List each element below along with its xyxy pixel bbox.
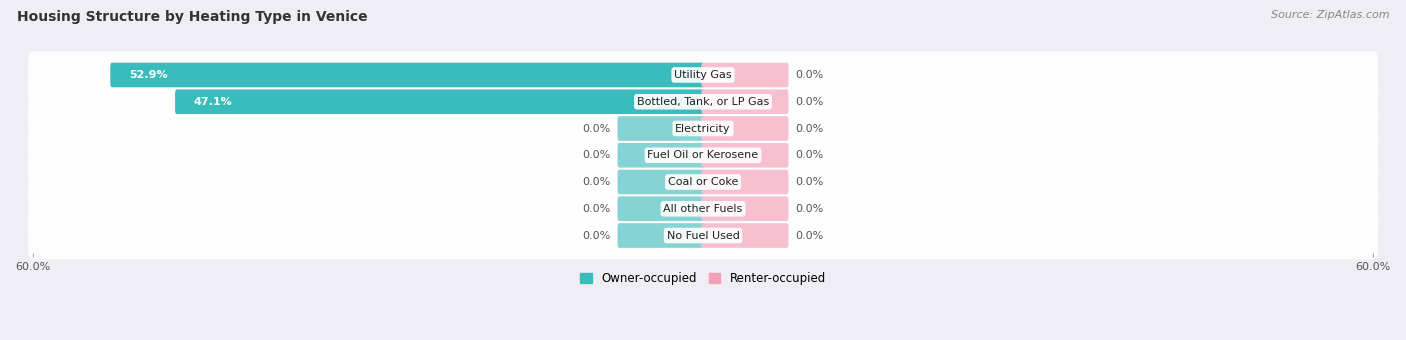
Text: 0.0%: 0.0%	[796, 150, 824, 160]
Text: 0.0%: 0.0%	[796, 204, 824, 214]
FancyBboxPatch shape	[617, 116, 704, 141]
Text: 47.1%: 47.1%	[194, 97, 232, 107]
FancyBboxPatch shape	[110, 63, 704, 87]
FancyBboxPatch shape	[617, 197, 704, 221]
Text: 0.0%: 0.0%	[796, 123, 824, 134]
FancyBboxPatch shape	[28, 78, 1378, 125]
FancyBboxPatch shape	[702, 63, 789, 87]
FancyBboxPatch shape	[28, 132, 1378, 179]
FancyBboxPatch shape	[176, 89, 704, 114]
FancyBboxPatch shape	[617, 223, 704, 248]
FancyBboxPatch shape	[617, 143, 704, 168]
Text: Coal or Coke: Coal or Coke	[668, 177, 738, 187]
Text: No Fuel Used: No Fuel Used	[666, 231, 740, 240]
Text: Utility Gas: Utility Gas	[675, 70, 731, 80]
FancyBboxPatch shape	[702, 143, 789, 168]
FancyBboxPatch shape	[617, 170, 704, 194]
FancyBboxPatch shape	[702, 170, 789, 194]
Text: 0.0%: 0.0%	[582, 150, 610, 160]
FancyBboxPatch shape	[28, 212, 1378, 259]
FancyBboxPatch shape	[702, 116, 789, 141]
Text: 0.0%: 0.0%	[796, 70, 824, 80]
Text: Housing Structure by Heating Type in Venice: Housing Structure by Heating Type in Ven…	[17, 10, 367, 24]
Text: Bottled, Tank, or LP Gas: Bottled, Tank, or LP Gas	[637, 97, 769, 107]
Text: 0.0%: 0.0%	[582, 204, 610, 214]
Legend: Owner-occupied, Renter-occupied: Owner-occupied, Renter-occupied	[575, 268, 831, 290]
FancyBboxPatch shape	[702, 197, 789, 221]
Text: 0.0%: 0.0%	[582, 177, 610, 187]
Text: 0.0%: 0.0%	[582, 123, 610, 134]
FancyBboxPatch shape	[28, 185, 1378, 233]
Text: Electricity: Electricity	[675, 123, 731, 134]
Text: All other Fuels: All other Fuels	[664, 204, 742, 214]
Text: 0.0%: 0.0%	[796, 97, 824, 107]
Text: 52.9%: 52.9%	[129, 70, 167, 80]
Text: 0.0%: 0.0%	[582, 231, 610, 240]
FancyBboxPatch shape	[702, 89, 789, 114]
Text: 0.0%: 0.0%	[796, 231, 824, 240]
Text: Fuel Oil or Kerosene: Fuel Oil or Kerosene	[647, 150, 759, 160]
FancyBboxPatch shape	[28, 158, 1378, 206]
Text: 0.0%: 0.0%	[796, 177, 824, 187]
FancyBboxPatch shape	[28, 51, 1378, 99]
FancyBboxPatch shape	[28, 105, 1378, 152]
Text: Source: ZipAtlas.com: Source: ZipAtlas.com	[1271, 10, 1389, 20]
FancyBboxPatch shape	[702, 223, 789, 248]
